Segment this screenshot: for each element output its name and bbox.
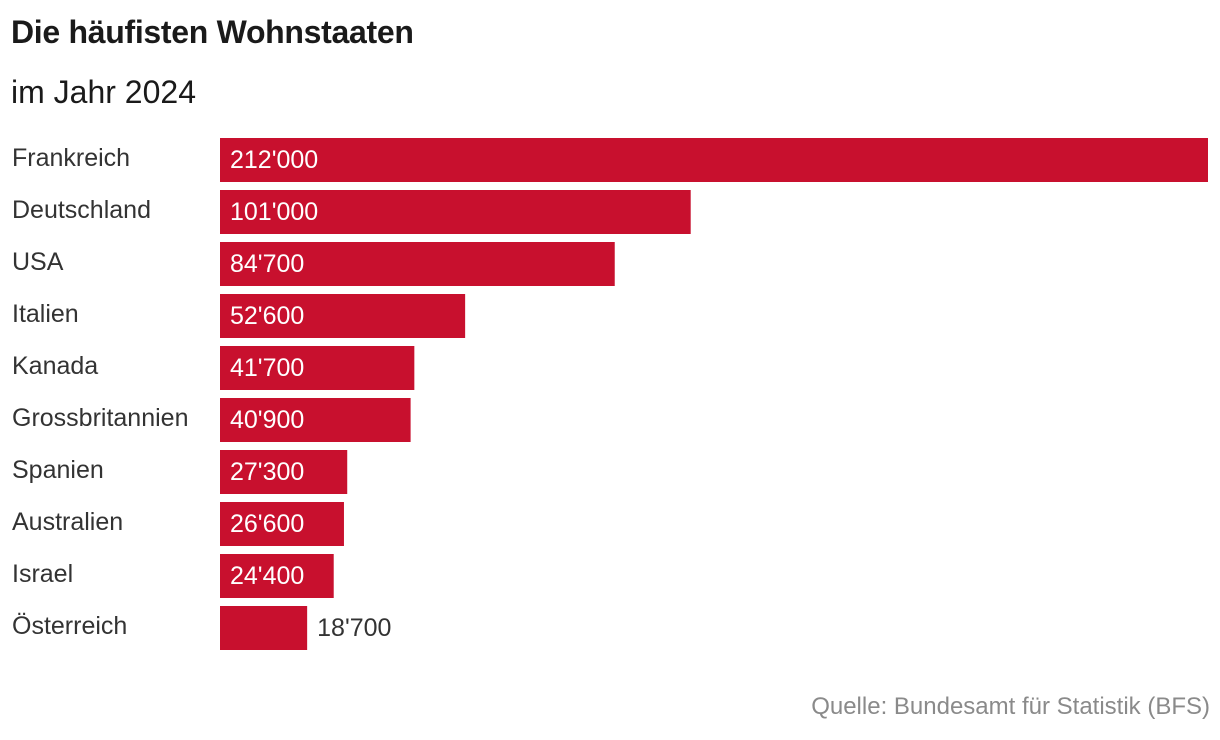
bar <box>220 502 344 546</box>
value-label: 101'000 <box>230 198 318 226</box>
bar <box>220 138 1208 182</box>
bar <box>220 554 334 598</box>
category-label: Österreich <box>12 612 127 640</box>
bar <box>220 190 691 234</box>
bar <box>220 346 415 390</box>
bar-row: Australien 26'600 <box>12 502 344 546</box>
value-label: 212'000 <box>230 146 318 174</box>
bar <box>220 450 348 494</box>
chart-subtitle: im Jahr 2024 <box>11 74 196 110</box>
category-label: Deutschland <box>12 196 151 224</box>
value-label: 26'600 <box>230 510 304 538</box>
bar-row: Deutschland 101'000 <box>12 190 691 234</box>
category-label: Australien <box>12 508 123 536</box>
bar-row: Spanien 27'300 <box>12 450 348 494</box>
source-note: Quelle: Bundesamt für Statistik (BFS) <box>811 693 1210 720</box>
value-label: 40'900 <box>230 406 304 434</box>
bar-row: Israel 24'400 <box>12 554 334 598</box>
bar <box>220 606 308 650</box>
value-label: 24'400 <box>230 562 304 590</box>
value-label: 52'600 <box>230 302 304 330</box>
category-label: Frankreich <box>12 144 130 172</box>
category-label: Italien <box>12 300 79 328</box>
bar-row: USA 84'700 <box>12 242 615 286</box>
value-label: 84'700 <box>230 250 304 278</box>
bar <box>220 398 411 442</box>
category-label: Grossbritannien <box>12 404 188 432</box>
category-label: Kanada <box>12 352 98 380</box>
bar-row: Kanada 41'700 <box>12 346 415 390</box>
bar <box>220 294 466 338</box>
value-label: 27'300 <box>230 458 304 486</box>
category-label: USA <box>12 248 64 276</box>
bar-row: Frankreich 212'000 <box>12 138 1208 182</box>
bar-chart: Frankreich 212'000 Deutschland 101'000 USA 84… <box>12 138 1208 650</box>
value-label: 41'700 <box>230 354 304 382</box>
bar <box>220 242 615 286</box>
category-label: Spanien <box>12 456 104 484</box>
chart-title: Die häufisten Wohnstaaten <box>11 14 414 50</box>
bar-row: Grossbritannien 40'900 <box>12 398 411 442</box>
bar-row: Italien 52'600 <box>12 294 466 338</box>
value-label: 18'700 <box>317 614 391 642</box>
bar-row: Österreich 18'700 <box>12 606 391 650</box>
category-label: Israel <box>12 560 73 588</box>
